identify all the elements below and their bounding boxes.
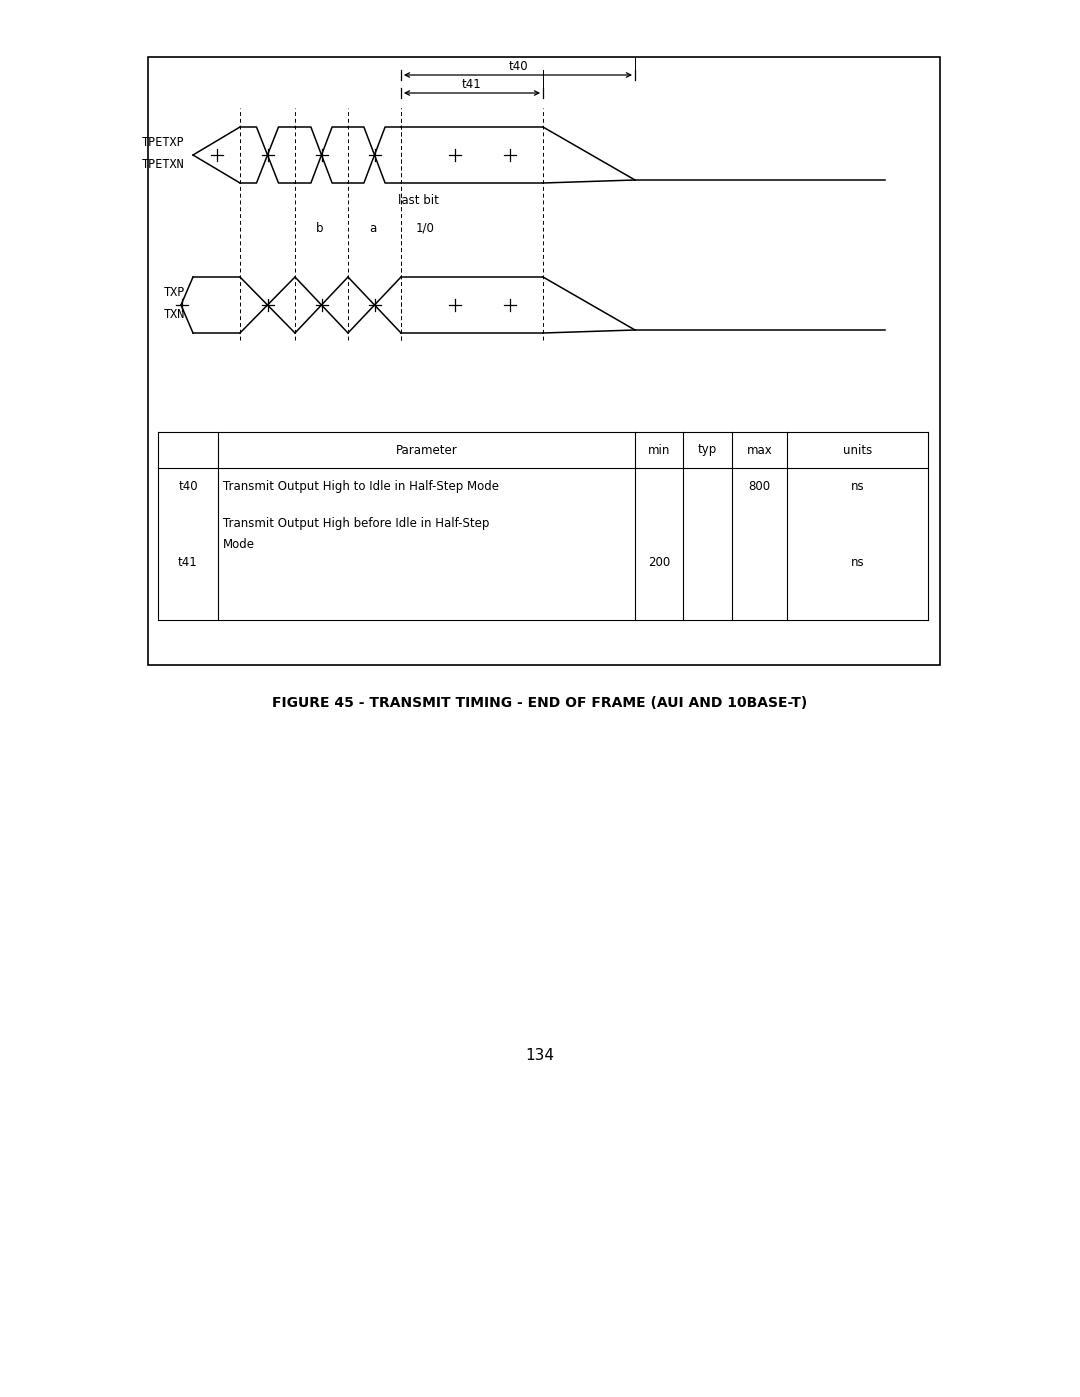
Text: FIGURE 45 - TRANSMIT TIMING - END OF FRAME (AUI AND 10BASE-T): FIGURE 45 - TRANSMIT TIMING - END OF FRA… — [272, 696, 808, 710]
Text: TXN: TXN — [164, 309, 185, 321]
Text: Transmit Output High before Idle in Half-Step: Transmit Output High before Idle in Half… — [222, 517, 489, 529]
Text: TPETXP: TPETXP — [143, 137, 185, 149]
Text: 1/0: 1/0 — [416, 222, 434, 235]
Text: ns: ns — [851, 556, 864, 569]
Text: a: a — [369, 222, 377, 235]
Text: min: min — [648, 443, 671, 457]
Text: 134: 134 — [526, 1048, 554, 1063]
Text: TXP: TXP — [164, 286, 185, 299]
Text: ns: ns — [851, 481, 864, 493]
Text: Parameter: Parameter — [395, 443, 457, 457]
Text: b: b — [316, 222, 324, 235]
Text: max: max — [746, 443, 772, 457]
Text: Mode: Mode — [222, 538, 255, 552]
Text: last bit: last bit — [397, 194, 438, 207]
Text: TPETXN: TPETXN — [143, 158, 185, 172]
Text: t40: t40 — [178, 481, 198, 493]
Text: typ: typ — [698, 443, 717, 457]
Text: t40: t40 — [509, 60, 528, 73]
Text: 200: 200 — [648, 556, 670, 569]
Text: 800: 800 — [748, 481, 770, 493]
Text: units: units — [842, 443, 873, 457]
Text: t41: t41 — [462, 78, 482, 91]
Text: Transmit Output High to Idle in Half-Step Mode: Transmit Output High to Idle in Half-Ste… — [222, 481, 499, 493]
Bar — [148, 57, 940, 665]
Text: t41: t41 — [178, 556, 198, 569]
